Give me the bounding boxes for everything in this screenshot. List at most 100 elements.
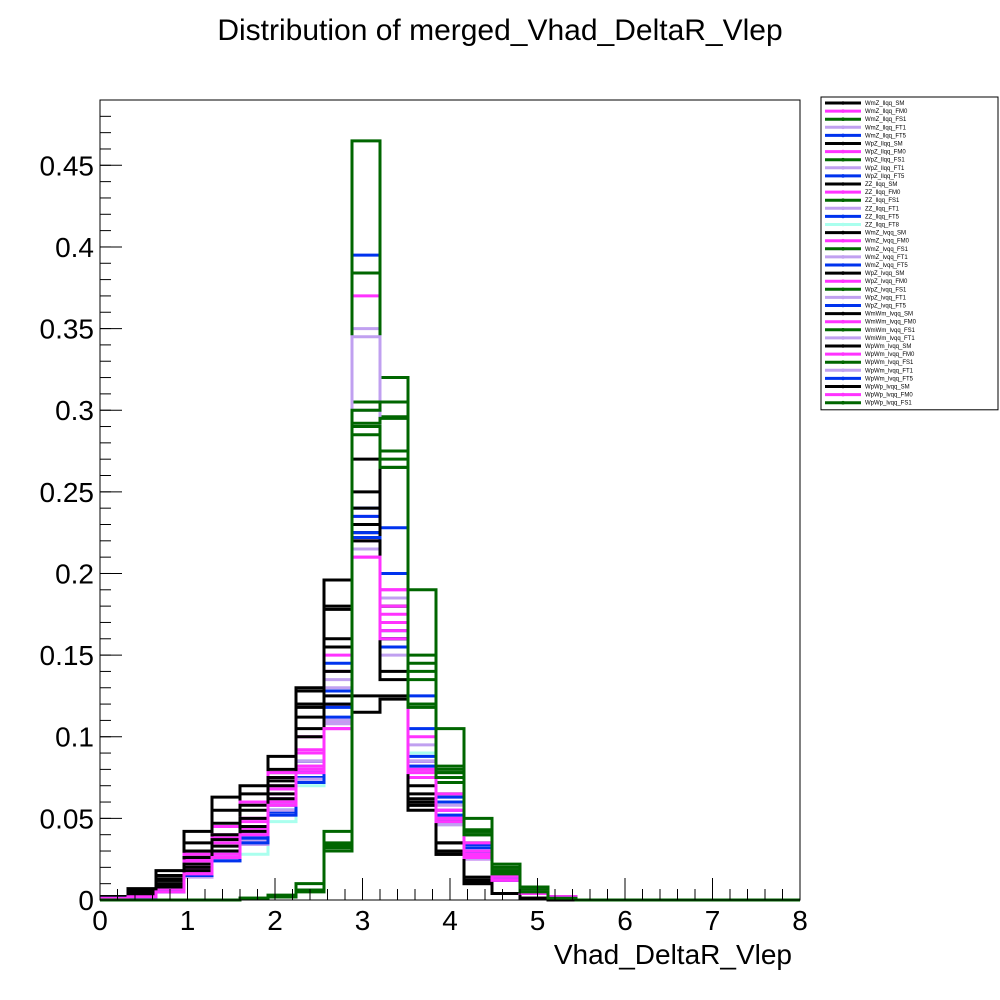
series-WpWm_lvqq_FT5: [100, 536, 800, 902]
legend-label: WpWm_lvqq_SM: [865, 344, 911, 350]
legend-marker: [841, 303, 845, 308]
legend-marker: [841, 295, 845, 300]
legend-marker: [841, 263, 845, 267]
legend-marker: [841, 198, 845, 202]
legend-marker: [841, 101, 845, 105]
legend-label: WpZ_llqq_FT5: [865, 174, 905, 180]
legend-marker: [841, 319, 845, 324]
legend-marker: [841, 141, 845, 146]
legend-label: WpZ_lvqq_FS1: [865, 287, 907, 293]
legend-marker: [841, 255, 845, 259]
legend-label: WpZ_lvqq_SM: [865, 271, 904, 277]
legend-label: ZZ_llqq_FT5: [865, 214, 900, 220]
series-WpWm_lvqq_FM0: [100, 547, 800, 902]
legend-label: WmWm_lvqq_FM0: [865, 320, 917, 326]
y-tick-label: 0.2: [55, 558, 94, 589]
x-tick-label: 5: [530, 905, 546, 936]
series-WmZ_lvqq_FS1: [100, 425, 800, 902]
legend-marker: [841, 109, 845, 113]
y-tick-label: 0.1: [55, 722, 94, 753]
series-ZZ_llqq_FS1: [100, 139, 800, 902]
legend-marker: [841, 344, 845, 348]
series-WmZ_lvqq_FT1: [100, 539, 800, 902]
x-tick-label: 1: [180, 905, 196, 936]
legend-label: ZZ_llqq_FT8: [865, 223, 900, 229]
y-tick-label: 0.45: [40, 150, 95, 181]
series-WmWm_lvqq_FM0: [100, 539, 800, 902]
legend-marker: [841, 166, 845, 170]
legend-label: WpZ_llqq_SM: [865, 142, 903, 148]
legend-marker: [841, 247, 845, 251]
legend-marker: [841, 174, 845, 178]
x-axis-title: Vhad_DeltaR_Vlep: [554, 939, 792, 970]
y-tick-label: 0: [78, 885, 94, 916]
series-WmZ_llqq_FM0: [100, 531, 800, 902]
legend-label: WpWm_lvqq_FT1: [865, 368, 914, 374]
legend-label: WpZ_llqq_FT1: [865, 166, 905, 172]
legend-marker: [841, 149, 845, 154]
legend-marker: [841, 384, 845, 389]
series-WmWm_lvqq_FT1: [100, 539, 800, 902]
legend-marker: [841, 336, 845, 340]
legend-label: WmZ_llqq_FS1: [865, 117, 907, 123]
legend-marker: [841, 214, 845, 219]
x-tick-label: 8: [792, 905, 808, 936]
legend-label: WmZ_lvqq_FS1: [865, 247, 909, 253]
legend-label: WpWp_lvqq_FS1: [865, 401, 912, 407]
legend-box: [820, 96, 999, 411]
legend-marker: [841, 206, 845, 211]
series-WpZ_lvqq_FS1: [100, 416, 800, 902]
x-tick-label: 4: [442, 905, 458, 936]
series-WpZ_llqq_SM: [100, 604, 800, 902]
x-tick-label: 6: [617, 905, 633, 936]
legend-marker: [841, 125, 845, 130]
series-WmZ_lvqq_SM: [100, 457, 800, 902]
legend-label: WpZ_llqq_FM0: [865, 150, 906, 156]
legend-label: WpWm_lvqq_FM0: [865, 352, 915, 358]
legend: WmZ_llqq_SM WmZ_llqq_FM0 WmZ_llqq_FS1 WmZ_l…: [820, 96, 999, 411]
legend-label: ZZ_llqq_FM0: [865, 190, 901, 196]
legend-label: WmZ_lvqq_FT1: [865, 255, 908, 261]
legend-label: WpWm_lvqq_FT5: [865, 376, 914, 382]
legend-label: WpWm_lvqq_FS1: [865, 360, 914, 366]
legend-label: WmWm_lvqq_FS1: [865, 328, 916, 334]
legend-marker: [841, 376, 845, 381]
legend-label: WmZ_lvqq_FT5: [865, 263, 908, 269]
legend-label: WmZ_llqq_SM: [865, 101, 904, 107]
legend-marker: [841, 311, 845, 316]
legend-marker: [841, 352, 845, 356]
series-WmZ_llqq_FT5: [100, 506, 800, 902]
legend-marker: [841, 238, 845, 243]
series-WmZ_llqq_FT1: [100, 408, 800, 902]
series-ZZ_llqq_FT5: [100, 425, 800, 902]
y-tick-label: 0.4: [55, 232, 94, 263]
legend-label: WmZ_llqq_FT5: [865, 133, 907, 139]
y-tick-label: 0.3: [55, 395, 94, 426]
x-tick-label: 7: [705, 905, 721, 936]
legend-label: WmZ_lvqq_FM0: [865, 239, 910, 245]
plot-frame: [99, 99, 801, 901]
legend-label: WmZ_llqq_FM0: [865, 109, 908, 115]
chart-title: Distribution of merged_Vhad_DeltaR_Vlep: [217, 14, 783, 47]
legend-label: ZZ_llqq_SM: [865, 182, 897, 188]
legend-label: WmZ_llqq_FT1: [865, 125, 907, 131]
series-WmWm_lvqq_SM: [100, 506, 800, 902]
legend-marker: [841, 190, 845, 194]
series-WpZ_lvqq_SM: [100, 490, 800, 902]
y-tick-label: 0.05: [40, 803, 95, 834]
y-tick-label: 0.15: [40, 640, 95, 671]
legend-marker: [841, 360, 845, 365]
legend-marker: [841, 279, 845, 284]
legend-label: WpZ_llqq_FS1: [865, 158, 905, 164]
y-tick-label: 0.25: [40, 477, 95, 508]
legend-marker: [841, 222, 845, 227]
series-WmZ_lvqq_FT5: [100, 531, 800, 902]
legend-marker: [841, 368, 845, 373]
legend-label: WmWm_lvqq_FT1: [865, 336, 915, 342]
legend-label: WmWm_lvqq_SM: [865, 312, 913, 318]
legend-marker: [841, 117, 845, 121]
series-WpWm_lvqq_FT1: [100, 547, 800, 902]
legend-marker: [841, 328, 845, 332]
legend-marker: [841, 400, 845, 405]
